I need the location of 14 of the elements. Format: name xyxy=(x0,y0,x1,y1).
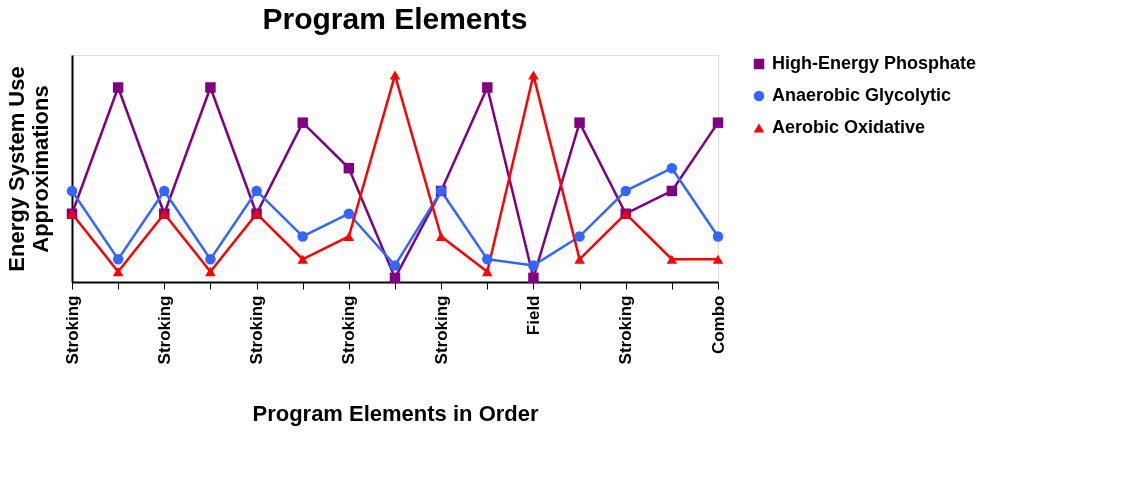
x-tick-label: Stroking xyxy=(154,295,174,365)
x-tick-label: Stroking xyxy=(247,295,267,365)
x-tick-label: Field xyxy=(523,295,543,336)
x-tick-label: Stroking xyxy=(616,295,636,365)
chart-title: Program Elements xyxy=(262,2,528,35)
legend-label: Aerobic Oxidative xyxy=(772,117,926,137)
x-tick-label: Stroking xyxy=(339,295,359,365)
x-tick-label: Stroking xyxy=(431,295,451,365)
x-axis-title: Program Elements in Order xyxy=(252,401,539,427)
y-axis-title: Energy System Use Approximations xyxy=(3,66,53,272)
x-tick-label: Combo xyxy=(708,295,728,355)
legend-label: High-Energy Phosphate xyxy=(772,53,977,73)
legend-label: Anaerobic Glycolytic xyxy=(772,85,952,105)
x-tick-label: Stroking xyxy=(62,295,82,365)
